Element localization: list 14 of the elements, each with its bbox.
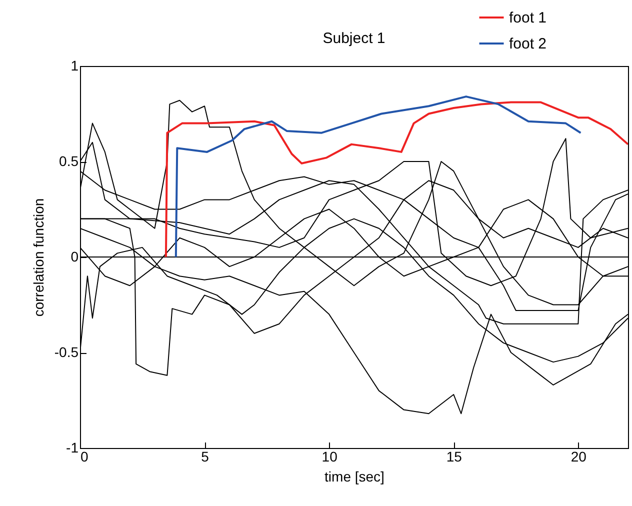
y-tick-label: 0.5 <box>59 153 79 169</box>
x-tick-label: 20 <box>570 448 587 464</box>
chart-title: Subject 1 <box>322 30 386 47</box>
x-tick-label: 10 <box>322 448 338 464</box>
legend-label: foot 2 <box>509 36 547 52</box>
y-tick-label: 1 <box>70 58 79 74</box>
legend-label: foot 1 <box>509 10 547 26</box>
y-tick-label: -0.5 <box>54 344 79 360</box>
y-tick-label: -1 <box>66 440 79 456</box>
y-tick-label: 0 <box>70 248 79 264</box>
x-axis-title: time [sec] <box>324 468 384 484</box>
x-tick-label: 15 <box>446 448 462 464</box>
x-tick-label: 5 <box>201 448 210 464</box>
y-axis-title: correlation function <box>30 198 46 317</box>
